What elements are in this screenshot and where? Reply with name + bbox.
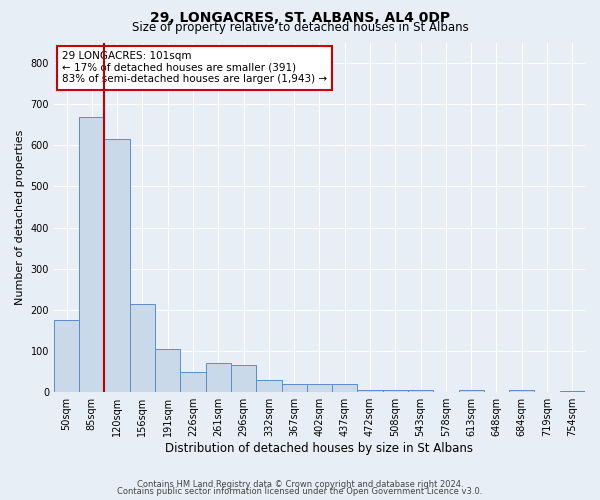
Y-axis label: Number of detached properties: Number of detached properties — [15, 130, 25, 305]
Bar — [509, 390, 535, 392]
Bar — [54, 320, 79, 392]
Bar — [458, 390, 484, 392]
Bar — [332, 384, 358, 392]
Bar — [358, 390, 383, 392]
Bar — [130, 304, 155, 392]
Text: Size of property relative to detached houses in St Albans: Size of property relative to detached ho… — [131, 22, 469, 35]
Bar — [281, 384, 307, 392]
Bar — [181, 372, 206, 392]
Bar — [79, 116, 104, 392]
Bar — [307, 384, 332, 392]
Bar — [155, 349, 181, 392]
Text: Contains public sector information licensed under the Open Government Licence v3: Contains public sector information licen… — [118, 487, 482, 496]
Bar — [383, 390, 408, 392]
Bar — [256, 380, 281, 392]
Bar — [104, 139, 130, 392]
X-axis label: Distribution of detached houses by size in St Albans: Distribution of detached houses by size … — [166, 442, 473, 455]
Text: Contains HM Land Registry data © Crown copyright and database right 2024.: Contains HM Land Registry data © Crown c… — [137, 480, 463, 489]
Text: 29, LONGACRES, ST. ALBANS, AL4 0DP: 29, LONGACRES, ST. ALBANS, AL4 0DP — [150, 11, 450, 25]
Bar — [408, 390, 433, 392]
Bar — [231, 366, 256, 392]
Text: 29 LONGACRES: 101sqm
← 17% of detached houses are smaller (391)
83% of semi-deta: 29 LONGACRES: 101sqm ← 17% of detached h… — [62, 51, 327, 84]
Bar — [206, 364, 231, 392]
